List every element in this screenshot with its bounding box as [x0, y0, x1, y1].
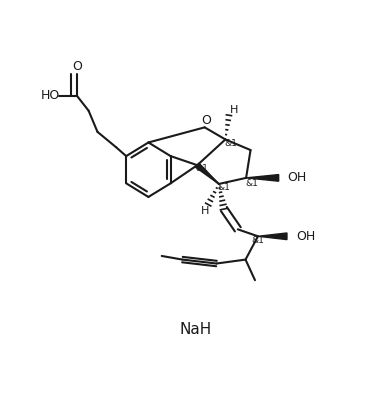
Text: H: H [230, 105, 238, 116]
Polygon shape [258, 233, 287, 240]
Text: H: H [201, 206, 209, 216]
Text: OH: OH [296, 230, 315, 243]
Text: O: O [72, 61, 82, 73]
Text: &1: &1 [245, 180, 258, 188]
Polygon shape [246, 174, 279, 181]
Polygon shape [196, 163, 219, 184]
Text: HO: HO [40, 89, 60, 102]
Text: OH: OH [288, 171, 307, 184]
Text: &1: &1 [251, 236, 264, 245]
Text: O: O [201, 114, 211, 127]
Text: &1: &1 [217, 184, 230, 193]
Text: NaH: NaH [180, 322, 212, 337]
Text: &1: &1 [196, 164, 209, 173]
Text: &1: &1 [224, 140, 237, 149]
